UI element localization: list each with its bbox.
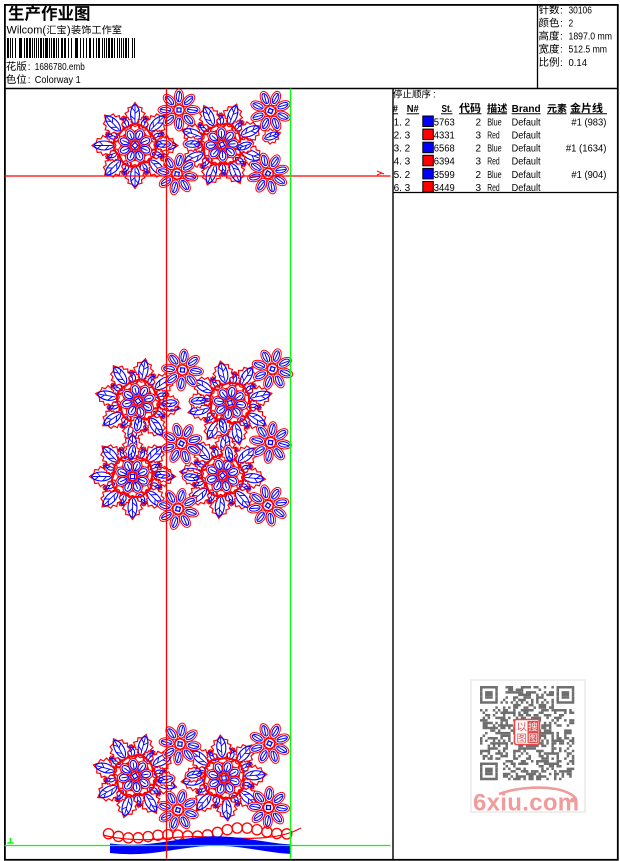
- svg-text:Brand: Brand: [512, 104, 541, 115]
- svg-text:Blue: Blue: [487, 144, 502, 155]
- svg-text:6.: 6.: [394, 183, 402, 194]
- svg-text:St.: St.: [442, 104, 453, 115]
- svg-text:Default: Default: [512, 183, 541, 194]
- svg-text:6xiu.com: 6xiu.com: [473, 790, 579, 817]
- svg-text:3: 3: [405, 183, 411, 194]
- svg-text:#1 (904): #1 (904): [571, 170, 606, 181]
- svg-text:Default: Default: [512, 170, 541, 181]
- svg-text:512.5 mm: 512.5 mm: [569, 45, 608, 56]
- svg-text:Colorway 1: Colorway 1: [35, 75, 81, 86]
- svg-text::: :: [28, 75, 31, 86]
- svg-text:Blue: Blue: [487, 170, 502, 181]
- svg-text:6394: 6394: [434, 157, 455, 168]
- svg-text:Default: Default: [512, 117, 541, 128]
- svg-text::: :: [560, 58, 563, 69]
- svg-text:3: 3: [405, 131, 411, 142]
- svg-text:3599: 3599: [434, 170, 455, 181]
- svg-text:Blue: Blue: [487, 117, 502, 128]
- svg-text:2: 2: [475, 170, 481, 181]
- svg-text:1897.0 mm: 1897.0 mm: [569, 32, 613, 43]
- svg-text::: :: [433, 90, 436, 101]
- svg-text:N#: N#: [407, 104, 419, 115]
- svg-text::: :: [560, 32, 563, 43]
- svg-text:1686780.emb: 1686780.emb: [35, 62, 85, 73]
- svg-text:3449: 3449: [434, 183, 455, 194]
- svg-text:Red: Red: [487, 131, 500, 142]
- svg-text:3: 3: [475, 131, 481, 142]
- svg-text::: :: [560, 45, 563, 56]
- svg-text:0.14: 0.14: [569, 58, 588, 69]
- svg-text:4331: 4331: [434, 131, 455, 142]
- svg-text:): ): [67, 25, 71, 37]
- svg-text::: :: [560, 5, 563, 16]
- svg-text:2: 2: [405, 144, 411, 155]
- svg-text:Default: Default: [512, 131, 541, 142]
- svg-text:2: 2: [475, 144, 481, 155]
- svg-text:#1 (1634): #1 (1634): [566, 144, 607, 155]
- svg-text:Red: Red: [487, 157, 500, 168]
- svg-text:3: 3: [405, 157, 411, 168]
- svg-text::: :: [560, 19, 563, 30]
- svg-text:2: 2: [405, 117, 411, 128]
- svg-text:Default: Default: [512, 144, 541, 155]
- svg-text:#1 (983): #1 (983): [571, 117, 606, 128]
- svg-text:1.: 1.: [394, 117, 402, 128]
- svg-text:Wilcom(: Wilcom(: [7, 25, 47, 37]
- svg-text::: :: [28, 62, 31, 73]
- svg-text:30106: 30106: [569, 5, 593, 16]
- svg-text:2.: 2.: [394, 131, 402, 142]
- svg-text:6568: 6568: [434, 144, 455, 155]
- svg-text:3.: 3.: [394, 144, 402, 155]
- svg-text:Red: Red: [487, 183, 500, 194]
- svg-text:Default: Default: [512, 157, 541, 168]
- svg-text:2: 2: [405, 170, 411, 181]
- svg-text:5.: 5.: [394, 170, 402, 181]
- svg-text:3: 3: [475, 157, 481, 168]
- svg-text:5763: 5763: [434, 117, 455, 128]
- svg-text:3: 3: [475, 183, 481, 194]
- svg-text:#: #: [393, 104, 398, 115]
- svg-text:2: 2: [475, 117, 481, 128]
- svg-text:4.: 4.: [394, 157, 402, 168]
- svg-text:2: 2: [569, 19, 574, 30]
